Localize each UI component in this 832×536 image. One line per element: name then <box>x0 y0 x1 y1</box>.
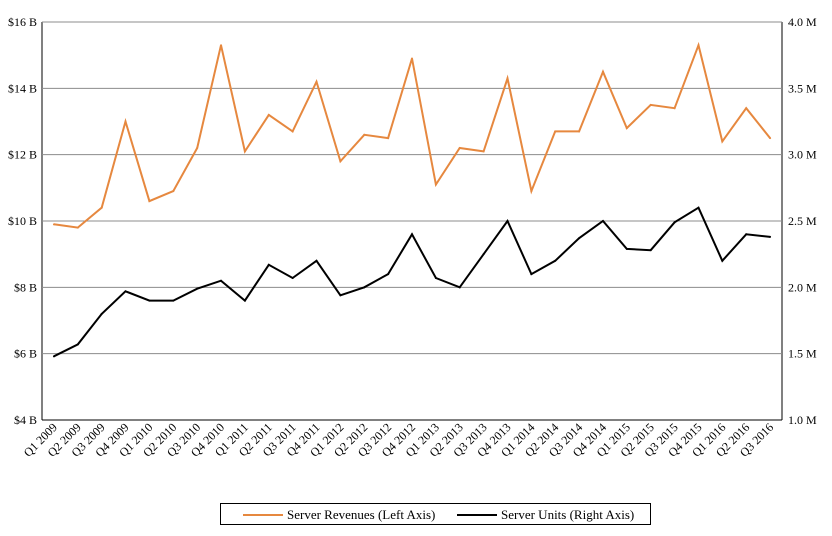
series-lines <box>52 41 772 358</box>
data-point-revenues <box>339 160 342 163</box>
legend-item-revenues: Server Revenues (Left Axis) <box>243 507 435 523</box>
series-line-revenues <box>53 41 771 229</box>
data-point-units <box>458 286 461 289</box>
data-point-units <box>530 273 533 276</box>
left-tick-label: $10 B <box>8 214 37 228</box>
data-point-units <box>76 343 79 346</box>
right-tick-label: 1.0 M <box>788 413 817 427</box>
data-point-units <box>124 290 127 293</box>
data-point-revenues <box>220 44 223 47</box>
left-tick-label: $16 B <box>8 15 37 29</box>
data-point-revenues <box>411 57 413 60</box>
legend-swatch-units <box>457 514 497 516</box>
left-tick-label: $4 B <box>14 413 37 427</box>
data-point-units <box>148 299 151 302</box>
data-point-units <box>172 299 175 302</box>
data-point-revenues <box>52 223 55 226</box>
data-point-revenues <box>649 103 652 106</box>
data-point-revenues <box>363 133 366 136</box>
legend-label-revenues: Server Revenues (Left Axis) <box>287 507 436 522</box>
data-point-revenues <box>697 44 700 47</box>
data-point-units <box>243 299 246 302</box>
data-point-units <box>649 249 652 252</box>
left-tick-label: $14 B <box>8 81 37 95</box>
data-point-units <box>482 253 485 256</box>
data-point-revenues <box>601 70 604 73</box>
data-point-units <box>339 294 342 297</box>
data-point-revenues <box>578 130 581 133</box>
data-point-revenues <box>625 127 628 130</box>
data-point-units <box>267 263 270 266</box>
right-tick-label: 3.5 M <box>788 81 817 95</box>
data-point-units <box>745 233 748 236</box>
data-point-units <box>769 235 772 238</box>
data-point-revenues <box>554 130 557 133</box>
data-point-units <box>697 206 700 209</box>
legend-item-units: Server Units (Right Axis) <box>457 507 634 523</box>
data-point-units <box>291 277 294 280</box>
data-point-revenues <box>124 120 127 123</box>
legend: Server Revenues (Left Axis) Server Units… <box>220 503 651 525</box>
data-point-revenues <box>769 137 772 140</box>
data-point-revenues <box>506 77 509 80</box>
data-point-revenues <box>673 107 676 110</box>
right-tick-label: 1.5 M <box>788 347 817 361</box>
data-point-revenues <box>434 183 437 186</box>
left-tick-label: $12 B <box>8 148 37 162</box>
data-point-units <box>220 279 223 282</box>
data-point-revenues <box>721 140 724 143</box>
data-point-units <box>721 259 724 262</box>
series-line-units <box>53 206 771 358</box>
data-point-revenues <box>482 150 485 153</box>
data-point-revenues <box>387 137 390 140</box>
data-point-revenues <box>458 147 461 150</box>
legend-label-units: Server Units (Right Axis) <box>501 507 635 522</box>
data-point-revenues <box>267 113 270 116</box>
right-axis-ticks: 1.0 M 1.5 M 2.0 M 2.5 M 3.0 M 3.5 M 4.0 M <box>788 15 817 427</box>
data-point-units <box>506 220 509 222</box>
data-point-revenues <box>291 130 294 133</box>
data-point-units <box>100 312 103 315</box>
data-point-units <box>52 355 55 358</box>
data-point-revenues <box>745 107 748 110</box>
legend-swatch-revenues <box>243 514 283 516</box>
data-point-units <box>578 237 581 240</box>
data-point-units <box>554 259 557 262</box>
data-point-revenues <box>148 200 151 203</box>
left-tick-label: $8 B <box>14 280 37 294</box>
data-point-units <box>411 233 413 236</box>
data-point-revenues <box>530 190 533 193</box>
data-point-revenues <box>100 206 103 209</box>
data-point-units <box>601 220 604 222</box>
right-tick-label: 3.0 M <box>788 148 817 162</box>
data-point-units <box>387 273 390 276</box>
left-axis-ticks: $4 B $6 B $8 B $10 B $12 B $14 B $16 B <box>8 15 37 427</box>
data-point-revenues <box>172 190 175 193</box>
data-point-units <box>434 277 437 280</box>
data-point-revenues <box>196 147 199 150</box>
data-point-units <box>363 286 366 289</box>
data-point-revenues <box>315 80 318 83</box>
right-tick-label: 4.0 M <box>788 15 817 29</box>
right-tick-label: 2.5 M <box>788 214 817 228</box>
data-point-units <box>315 259 318 262</box>
left-tick-label: $6 B <box>14 347 37 361</box>
right-tick-label: 2.0 M <box>788 280 817 294</box>
data-point-units <box>196 287 199 290</box>
data-point-units <box>673 221 676 224</box>
data-point-units <box>625 247 628 250</box>
data-point-revenues <box>243 150 246 153</box>
gridlines <box>41 21 783 421</box>
data-point-revenues <box>76 226 79 229</box>
